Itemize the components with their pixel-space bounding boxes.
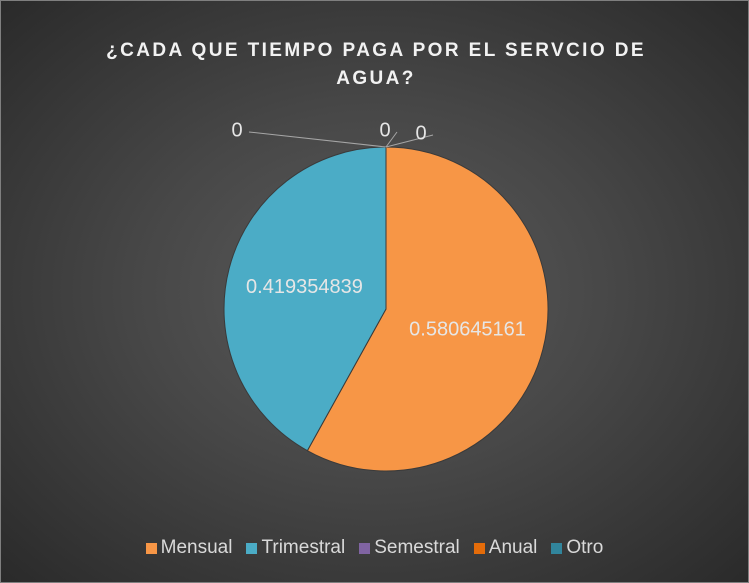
legend-label: Trimestral xyxy=(261,537,346,558)
legend-swatch xyxy=(145,542,157,554)
legend-label: Otro xyxy=(566,537,604,558)
data-label: 0 xyxy=(379,119,390,141)
legend-item: Otro xyxy=(551,537,603,559)
leader-line xyxy=(385,134,434,148)
legend-swatch xyxy=(551,542,563,554)
legend-label: Mensual xyxy=(160,537,233,558)
legend-item: Mensual xyxy=(145,537,233,559)
leader-line xyxy=(248,131,387,148)
legend-label: Anual xyxy=(488,537,538,558)
leader-line xyxy=(385,131,398,148)
legend-item: Semestral xyxy=(359,537,460,559)
data-label: 0 xyxy=(231,119,242,141)
chart-title: ¿CADA QUE TIEMPO PAGA POR EL SERVCIO DE … xyxy=(106,40,646,89)
legend-swatch xyxy=(473,542,485,554)
pie-slice xyxy=(223,146,387,452)
pie-slice xyxy=(306,146,549,472)
legend-item: Anual xyxy=(473,537,538,559)
legend-swatch xyxy=(246,542,258,554)
data-label: 0 xyxy=(415,122,426,144)
legend-swatch xyxy=(359,542,371,554)
data-label: 0.419354839 xyxy=(246,276,363,298)
data-label: 0.580645161 xyxy=(409,318,526,340)
legend: Mensual Trimestral Semestral Anual Otro xyxy=(1,537,748,559)
legend-item: Trimestral xyxy=(246,537,345,559)
legend-label: Semestral xyxy=(374,537,460,558)
